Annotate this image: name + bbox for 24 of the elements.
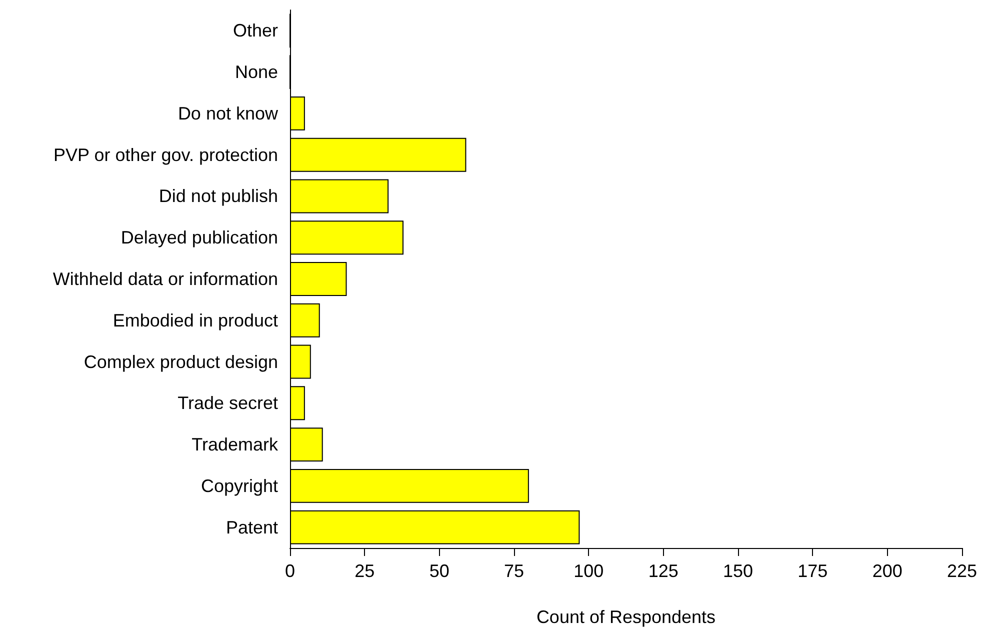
y-tick-label: Copyright — [200, 476, 278, 496]
y-tick-label: Complex product design — [84, 352, 278, 372]
y-tick-label: Patent — [226, 517, 278, 538]
x-tick-label: 0 — [284, 561, 296, 581]
x-tick-label: 125 — [648, 561, 678, 581]
x-tick-label: 175 — [798, 561, 828, 581]
x-tick-label: 200 — [872, 561, 902, 581]
y-tick-label: Delayed publication — [120, 228, 278, 248]
y-tick-label: None — [234, 62, 278, 82]
x-tick-label: 100 — [574, 561, 604, 581]
y-tick-label: Trade secret — [178, 393, 278, 414]
y-tick-label: Did not publish — [158, 186, 278, 206]
x-axis-title: Count of Respondents — [536, 607, 716, 627]
y-tick-label: PVP or other gov. protection — [54, 144, 278, 165]
x-tick-label: 225 — [946, 561, 978, 581]
y-tick-label: Trademark — [192, 434, 279, 455]
y-tick-label: Other — [232, 20, 278, 41]
x-tick-label: 75 — [504, 561, 524, 581]
y-tick-label: Do not know — [178, 103, 279, 124]
y-tick-label: Withheld data or information — [52, 269, 278, 289]
x-tick-label: 50 — [429, 561, 450, 581]
y-tick-label: Embodied in product — [112, 310, 278, 330]
x-tick-label: 150 — [722, 561, 754, 581]
x-tick-label: 25 — [354, 561, 375, 581]
